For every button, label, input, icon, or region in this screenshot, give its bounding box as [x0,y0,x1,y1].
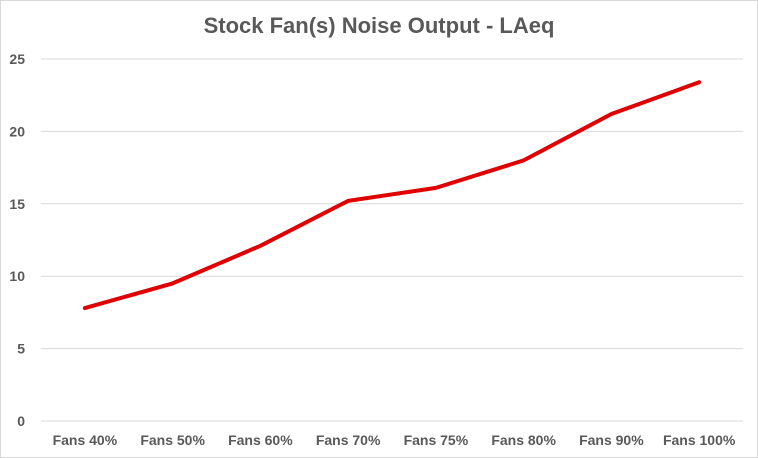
x-tick-label: Fans 50% [140,432,205,448]
series-line-0 [82,80,702,311]
x-tick-label: Fans 80% [491,432,556,448]
x-tick-label: Fans 75% [404,432,469,448]
gridlines [41,58,743,422]
x-tick-label: Fans 70% [316,432,381,448]
y-tick-label: 0 [17,413,25,429]
x-tick-label: Fans 60% [228,432,293,448]
x-axis-tick-labels: Fans 40% Fans 50% Fans 60% Fans 70% Fans 75%… [53,432,736,448]
chart-title: Stock Fan(s) Noise Output - LAeq [203,13,555,38]
series-layer [82,80,702,311]
x-tick-label: Fans 40% [53,432,118,448]
y-tick-label: 10 [9,268,25,284]
y-tick-label: 15 [9,196,25,212]
y-tick-label: 25 [9,51,25,67]
y-axis-tick-labels: 0 5 10 15 20 25 [9,51,25,429]
x-tick-label: Fans 100% [663,432,736,448]
x-tick-label: Fans 90% [579,432,644,448]
y-tick-label: 5 [17,341,25,357]
y-tick-label: 20 [9,123,25,139]
